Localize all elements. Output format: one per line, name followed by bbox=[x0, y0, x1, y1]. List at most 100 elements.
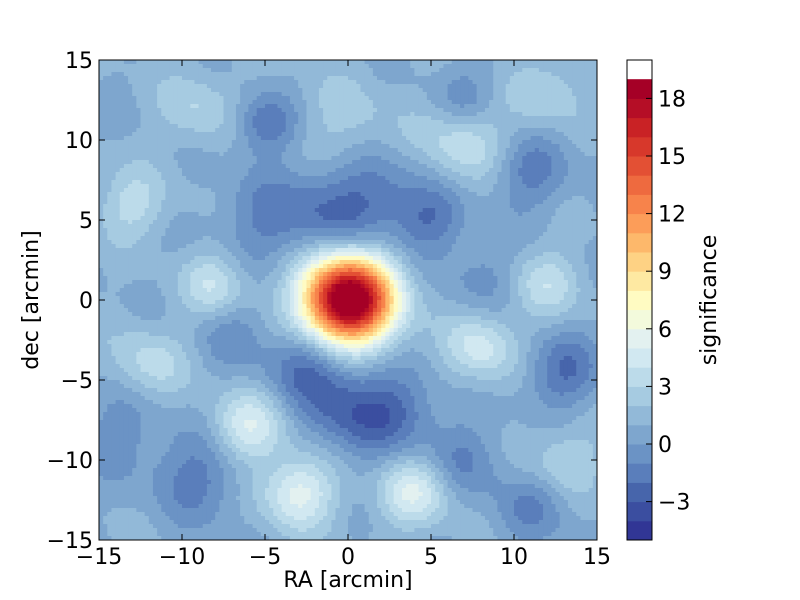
heatmap-cell bbox=[339, 68, 345, 73]
heatmap-cell bbox=[277, 152, 283, 157]
heatmap-cell bbox=[509, 116, 515, 121]
heatmap-cell bbox=[252, 200, 258, 205]
heatmap-cell bbox=[103, 108, 108, 113]
heatmap-cell bbox=[576, 144, 581, 149]
heatmap-cell bbox=[526, 68, 532, 73]
heatmap-cell bbox=[547, 204, 552, 209]
heatmap-cell bbox=[588, 68, 594, 73]
heatmap-cell bbox=[493, 208, 498, 213]
heatmap-cell bbox=[401, 72, 407, 77]
heatmap-cell bbox=[368, 140, 374, 145]
heatmap-cell bbox=[260, 88, 266, 93]
heatmap-cell bbox=[522, 144, 528, 149]
heatmap-cell bbox=[182, 76, 187, 81]
heatmap-cell bbox=[306, 220, 312, 225]
heatmap-cell bbox=[227, 60, 233, 65]
heatmap-cell bbox=[431, 104, 436, 109]
heatmap-cell bbox=[289, 212, 295, 217]
heatmap-cell bbox=[468, 204, 474, 209]
heatmap-cell bbox=[157, 200, 162, 205]
heatmap-cell bbox=[99, 180, 104, 185]
heatmap-cell bbox=[323, 216, 328, 221]
heatmap-cell bbox=[489, 164, 494, 169]
heatmap-cell bbox=[426, 116, 432, 121]
heatmap-cell bbox=[480, 176, 486, 181]
heatmap-cell bbox=[281, 136, 287, 141]
heatmap-cell bbox=[505, 60, 511, 65]
heatmap-cell bbox=[277, 196, 283, 201]
heatmap-cell bbox=[534, 72, 540, 77]
heatmap-cell bbox=[165, 116, 171, 121]
heatmap-cell bbox=[202, 64, 208, 69]
heatmap-cell bbox=[385, 172, 391, 177]
heatmap-cell bbox=[148, 220, 154, 225]
heatmap-cell bbox=[393, 68, 399, 73]
heatmap-cell bbox=[348, 60, 353, 65]
heatmap-cell bbox=[269, 212, 274, 217]
heatmap-cell bbox=[157, 184, 162, 189]
heatmap-cell bbox=[559, 72, 565, 77]
heatmap-cell bbox=[318, 60, 324, 65]
heatmap-cell bbox=[455, 116, 461, 121]
heatmap-cell bbox=[563, 116, 569, 121]
heatmap-cell bbox=[248, 100, 254, 105]
heatmap-cell bbox=[381, 212, 386, 217]
heatmap-cell bbox=[443, 68, 449, 73]
heatmap-cell bbox=[572, 172, 577, 177]
heatmap-cell bbox=[202, 204, 208, 209]
heatmap-cell bbox=[509, 80, 515, 85]
heatmap-cell bbox=[484, 168, 490, 173]
heatmap-cell bbox=[140, 196, 146, 201]
heatmap-cell bbox=[306, 88, 312, 93]
heatmap-cell bbox=[202, 164, 208, 169]
heatmap-cell bbox=[364, 136, 370, 141]
heatmap-cell bbox=[514, 88, 519, 93]
heatmap-cell bbox=[252, 76, 258, 81]
heatmap-cell bbox=[381, 200, 386, 205]
heatmap-cell bbox=[277, 128, 283, 133]
heatmap-cell bbox=[368, 80, 374, 85]
heatmap-cell bbox=[123, 124, 129, 129]
heatmap-cell bbox=[368, 200, 374, 205]
heatmap-cell bbox=[468, 160, 474, 165]
heatmap-cell bbox=[173, 104, 179, 109]
heatmap-cell bbox=[211, 224, 216, 229]
heatmap-cell bbox=[464, 108, 469, 113]
heatmap-cell bbox=[447, 116, 453, 121]
heatmap-cell bbox=[327, 200, 332, 205]
heatmap-cell bbox=[327, 68, 332, 73]
heatmap-cell bbox=[206, 144, 212, 149]
heatmap-cell bbox=[314, 100, 320, 105]
heatmap-cell bbox=[132, 212, 137, 217]
heatmap-cell bbox=[476, 112, 482, 117]
heatmap-cell bbox=[103, 172, 108, 177]
heatmap-cell bbox=[368, 88, 374, 93]
heatmap-cell bbox=[393, 196, 399, 201]
heatmap-cell bbox=[584, 84, 590, 89]
heatmap-cell bbox=[381, 112, 386, 117]
heatmap-cell bbox=[410, 72, 415, 77]
heatmap-cell bbox=[227, 88, 233, 93]
heatmap-cell bbox=[223, 172, 229, 177]
heatmap-cell bbox=[107, 184, 113, 189]
heatmap-cell bbox=[144, 60, 150, 65]
heatmap-cell bbox=[368, 212, 374, 217]
heatmap-cell bbox=[572, 120, 577, 125]
heatmap-cell bbox=[580, 204, 586, 209]
heatmap-cell bbox=[426, 208, 432, 213]
heatmap-cell bbox=[522, 164, 528, 169]
heatmap-cell bbox=[277, 60, 283, 65]
heatmap-cell bbox=[480, 128, 486, 133]
heatmap-cell bbox=[298, 120, 303, 125]
heatmap-cell bbox=[551, 152, 557, 157]
heatmap-cell bbox=[389, 84, 395, 89]
heatmap-cell bbox=[547, 188, 552, 193]
heatmap-cell bbox=[157, 72, 162, 77]
heatmap-cell bbox=[206, 92, 212, 97]
heatmap-cell bbox=[364, 76, 370, 81]
heatmap-cell bbox=[455, 108, 461, 113]
heatmap-cell bbox=[265, 128, 270, 133]
heatmap-cell bbox=[240, 168, 245, 173]
heatmap-cell bbox=[140, 76, 146, 81]
heatmap-cell bbox=[306, 100, 312, 105]
